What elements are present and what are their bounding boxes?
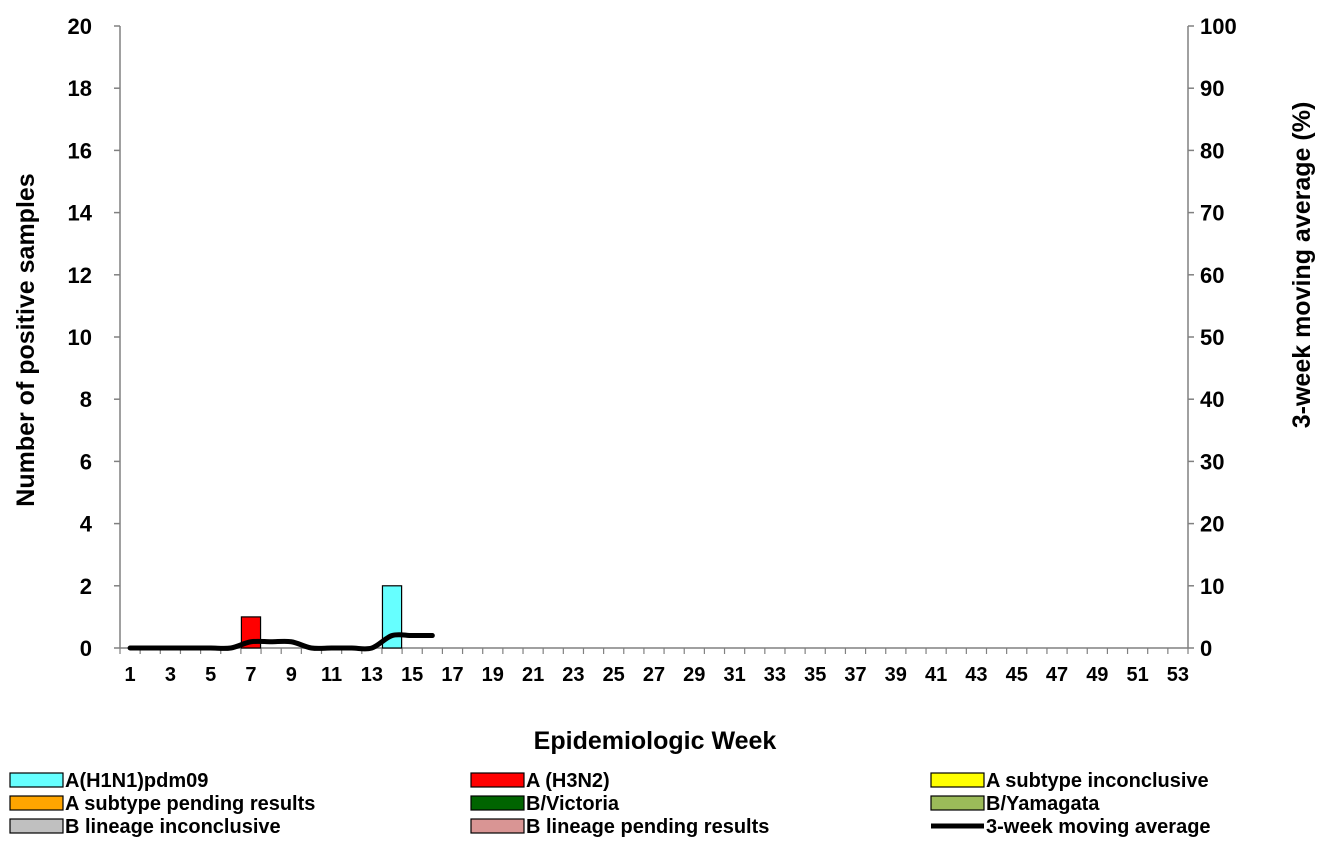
y-tick-label: 0 — [80, 636, 92, 661]
x-tick-label: 27 — [643, 664, 665, 686]
x-tick-label: 29 — [683, 664, 705, 686]
y-tick-label: 16 — [68, 138, 92, 163]
x-tick-label: 47 — [1046, 664, 1068, 686]
y2-tick-label: 30 — [1200, 449, 1224, 474]
bars-group — [240, 585, 403, 649]
legend-swatch — [9, 795, 64, 811]
legend-label: 3-week moving average — [986, 816, 1211, 838]
x-tick-label: 5 — [205, 664, 216, 686]
legend-label: A(H1N1)pdm09 — [65, 770, 208, 792]
axes-group — [114, 25, 1194, 654]
x-tick-label: 17 — [441, 664, 463, 686]
legend-label: A subtype pending results — [65, 793, 315, 815]
x-tick-label: 21 — [522, 664, 544, 686]
y2-tick-label: 70 — [1200, 201, 1224, 226]
x-tick-label: 15 — [401, 664, 423, 686]
legend-label: A subtype inconclusive — [986, 770, 1209, 792]
x-tick-label: 11 — [321, 664, 342, 686]
y-tick-label: 8 — [80, 387, 92, 412]
x-tick-label: 23 — [562, 664, 584, 686]
legend-label: B/Yamagata — [986, 793, 1100, 815]
legend-label: B lineage pending results — [526, 816, 769, 838]
x-tick-label: 31 — [723, 664, 745, 686]
legend-label: B lineage inconclusive — [65, 816, 281, 838]
y2-tick-label: 10 — [1200, 574, 1224, 599]
y-axis-title: Number of positive samples — [12, 173, 40, 506]
x-tick-label: 1 — [125, 664, 136, 686]
x-tick-label: 39 — [885, 664, 907, 686]
y2-tick-label: 60 — [1200, 263, 1224, 288]
x-tick-label: 19 — [482, 664, 504, 686]
legend-swatch — [470, 795, 525, 811]
y2-tick-label: 90 — [1200, 76, 1224, 101]
y2-tick-label: 50 — [1200, 325, 1224, 350]
y-tick-label: 18 — [68, 76, 92, 101]
x-tick-label: 43 — [965, 664, 987, 686]
legend-swatch — [470, 772, 525, 788]
legend-swatch — [9, 772, 64, 788]
legend-swatch — [930, 795, 985, 811]
y-tick-label: 4 — [80, 512, 93, 537]
x-tick-label: 7 — [245, 664, 256, 686]
tick-labels-group: 0 2 4 6 8 10 12 14 16 18 20 0 10 20 30 40 50 60 70 80 90 100 1… — [68, 14, 1237, 686]
x-tick-label: 33 — [764, 664, 786, 686]
y-tick-label: 2 — [80, 574, 92, 599]
x-tick-label: 25 — [603, 664, 625, 686]
y-tick-label: 10 — [68, 325, 92, 350]
legend-label: A (H3N2) — [526, 770, 610, 792]
legend-swatch — [930, 772, 985, 788]
x-tick-label: 3 — [165, 664, 176, 686]
legend-swatch — [470, 818, 525, 834]
legend-label: B/Victoria — [526, 793, 620, 815]
legend-swatch — [9, 818, 64, 834]
x-tick-label: 9 — [286, 664, 297, 686]
legend: A(H1N1)pdm09 A (H3N2) A subtype inconclusi… — [9, 770, 1211, 838]
y-tick-label: 12 — [68, 263, 92, 288]
x-tick-label: 37 — [844, 664, 866, 686]
y-tick-label: 14 — [68, 201, 93, 226]
y2-tick-label: 100 — [1200, 14, 1237, 39]
y2-tick-label: 20 — [1200, 512, 1224, 537]
y-tick-label: 20 — [68, 14, 92, 39]
line-group — [127, 632, 435, 652]
moving-average-line — [127, 632, 435, 652]
x-tick-label: 53 — [1167, 664, 1189, 686]
y2-tick-label: 40 — [1200, 387, 1224, 412]
y-tick-label: 6 — [80, 449, 92, 474]
x-tick-label: 51 — [1126, 664, 1148, 686]
x-axis-title: Epidemiologic Week — [534, 727, 777, 755]
y2-tick-label: 0 — [1200, 636, 1212, 661]
x-tick-label: 41 — [925, 664, 947, 686]
y2-axis-title: 3-week moving average (%) — [1288, 102, 1316, 429]
x-tick-label: 13 — [361, 664, 383, 686]
y2-tick-label: 80 — [1200, 138, 1224, 163]
x-tick-label: 49 — [1086, 664, 1108, 686]
x-tick-label: 35 — [804, 664, 826, 686]
x-tick-label: 45 — [1006, 664, 1028, 686]
